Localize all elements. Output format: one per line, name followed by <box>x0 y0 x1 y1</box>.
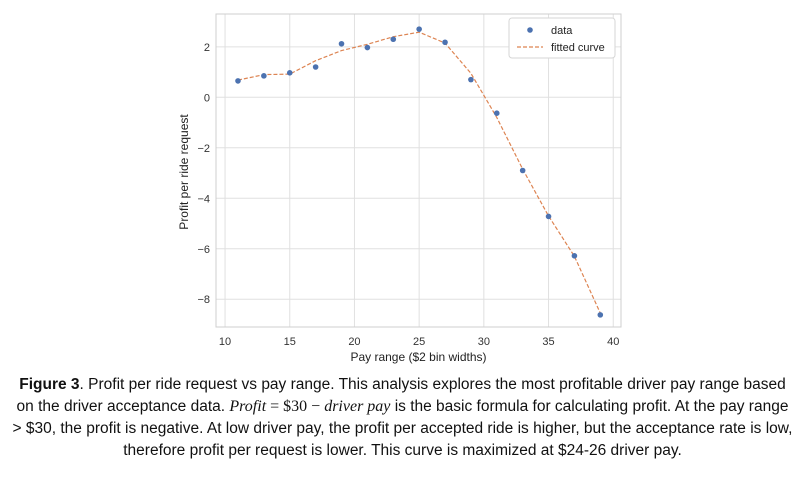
data-point <box>571 253 578 259</box>
data-series <box>235 26 604 318</box>
figure-number: Figure 3 <box>19 376 80 393</box>
data-point <box>519 167 526 174</box>
y-tick-label: −8 <box>197 294 210 306</box>
data-point <box>545 213 552 220</box>
data-point <box>338 40 345 47</box>
y-tick-label: 0 <box>204 92 210 104</box>
legend-data-marker <box>527 27 533 33</box>
data-point <box>312 64 319 70</box>
data-point <box>261 73 267 79</box>
fitted-curve-series <box>237 31 601 314</box>
y-tick-label: −6 <box>197 244 210 256</box>
x-axis-label: Pay range ($2 bin widths) <box>350 350 486 364</box>
caption-text-part-1: . Profit per ride request vs pay range. … <box>16 376 786 415</box>
data-point <box>493 110 500 117</box>
caption-text-part-2: is the basic formula for calculating pro… <box>12 398 793 459</box>
y-axis-label: Profit per ride request <box>177 114 191 230</box>
profit-chart: 10 15 20 25 30 35 40 20−2−4−6−8 Pay range ($2 … <box>177 13 622 364</box>
y-axis-ticks: 2 0 −2 −4 −6 −8 <box>197 42 210 306</box>
data-point <box>416 26 422 32</box>
data-point <box>468 76 474 83</box>
formula-driver-pay: driver pay <box>324 398 391 415</box>
x-tick-label: 15 <box>284 336 296 348</box>
x-axis-ticks: 10 15 20 25 30 35 40 <box>219 336 619 348</box>
x-tick-label: 35 <box>542 336 554 348</box>
fitted-curve-line <box>237 31 601 314</box>
x-tick-label: 10 <box>219 336 231 348</box>
x-tick-label: 30 <box>478 336 490 348</box>
x-tick-label: 25 <box>413 336 425 348</box>
grid-lines <box>216 14 621 327</box>
data-point <box>286 70 293 76</box>
data-point <box>364 44 371 51</box>
data-point <box>235 78 241 84</box>
legend-data-label: data <box>551 25 573 37</box>
data-point <box>597 312 604 318</box>
plot-background <box>216 14 621 327</box>
legend-box <box>508 17 616 59</box>
y-tick-label: 2 <box>204 42 210 54</box>
y-tick-label: −4 <box>197 193 210 205</box>
x-tick-label: 40 <box>607 336 619 348</box>
plot-frame <box>215 13 622 328</box>
figure-caption: Figure 3. Profit per ride request vs pay… <box>10 374 795 462</box>
formula-equals: = $30 − <box>266 398 325 415</box>
x-tick-label: 20 <box>348 336 360 348</box>
formula-profit: Profit <box>229 398 267 415</box>
data-point <box>390 36 397 43</box>
data-point <box>442 39 448 46</box>
y-tick-label: −2 <box>197 143 210 155</box>
legend-fitted-curve-label: fitted curve <box>551 42 605 54</box>
legend: data fitted curve <box>508 17 616 59</box>
